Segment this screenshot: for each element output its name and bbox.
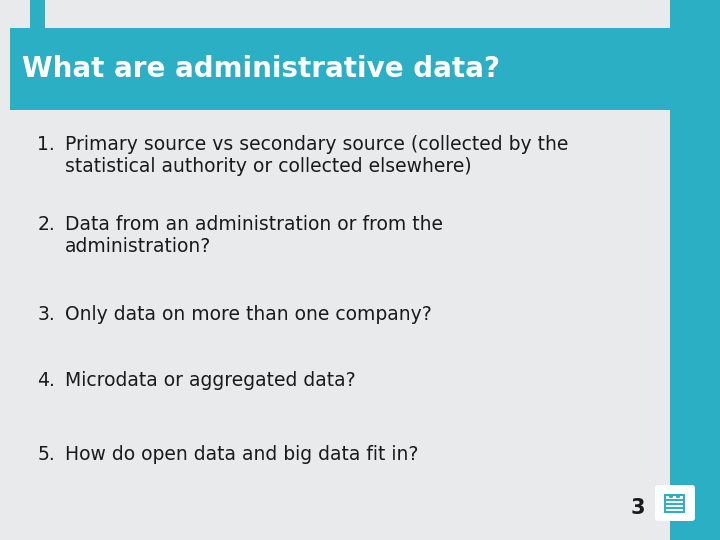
Bar xyxy=(670,0,720,540)
Text: How do open data and big data fit in?: How do open data and big data fit in? xyxy=(65,446,418,464)
Text: Primary source vs secondary source (collected by the: Primary source vs secondary source (coll… xyxy=(65,134,568,153)
Text: administration?: administration? xyxy=(65,237,211,255)
Text: Only data on more than one company?: Only data on more than one company? xyxy=(65,306,432,325)
Text: Microdata or aggregated data?: Microdata or aggregated data? xyxy=(65,370,356,389)
Bar xyxy=(30,0,45,28)
Text: What are administrative data?: What are administrative data? xyxy=(22,55,500,83)
Text: 1.: 1. xyxy=(37,134,55,153)
Text: Data from an administration or from the: Data from an administration or from the xyxy=(65,214,443,233)
Text: statistical authority or collected elsewhere): statistical authority or collected elsew… xyxy=(65,157,472,176)
Bar xyxy=(10,28,670,110)
Text: 4.: 4. xyxy=(37,370,55,389)
FancyBboxPatch shape xyxy=(655,485,695,521)
Text: 5.: 5. xyxy=(37,446,55,464)
Text: 2.: 2. xyxy=(37,214,55,233)
Text: 3.: 3. xyxy=(37,306,55,325)
Text: 3: 3 xyxy=(631,498,645,518)
